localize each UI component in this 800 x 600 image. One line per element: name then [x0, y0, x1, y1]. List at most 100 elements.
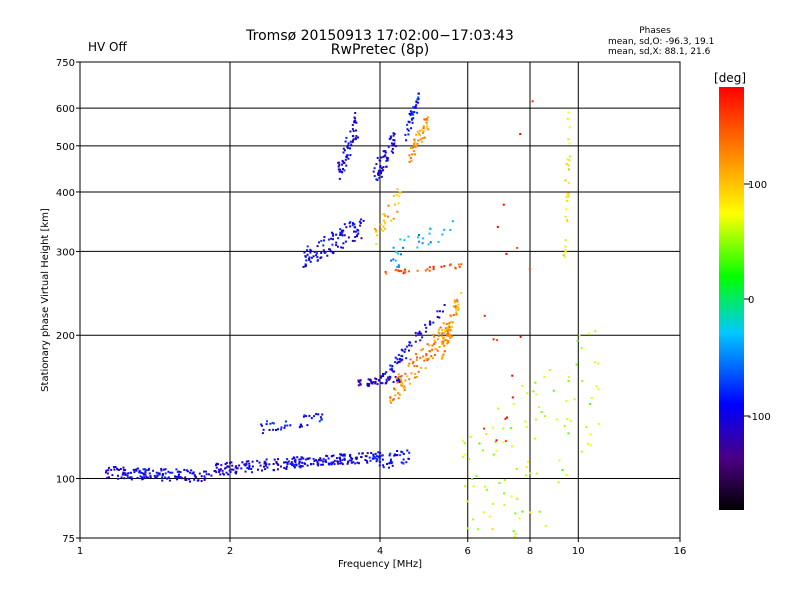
- data-point: [414, 376, 416, 379]
- data-point: [263, 462, 266, 465]
- data-point: [502, 441, 505, 444]
- data-point: [293, 464, 296, 467]
- data-point: [405, 461, 408, 464]
- data-point: [305, 415, 308, 418]
- data-point: [446, 328, 448, 330]
- data-point: [398, 266, 400, 268]
- data-point: [394, 203, 396, 206]
- data-point: [235, 470, 238, 473]
- data-point: [416, 130, 419, 133]
- data-point: [425, 357, 428, 360]
- data-point: [215, 463, 218, 466]
- data-point: [562, 254, 565, 257]
- data-point: [155, 475, 158, 478]
- data-point: [160, 469, 163, 472]
- data-point: [342, 453, 345, 456]
- data-point: [565, 163, 568, 165]
- data-point: [437, 241, 440, 243]
- data-point: [320, 459, 323, 462]
- data-point: [169, 471, 172, 474]
- data-point: [395, 268, 398, 271]
- data-point: [221, 472, 224, 475]
- data-point: [404, 133, 407, 136]
- data-point: [407, 458, 410, 460]
- data-point: [238, 464, 241, 467]
- axis-ticks: 1 2 4 6 8 10 16 75 100 200 300 400 500 600 750: [56, 58, 686, 557]
- data-point: [285, 465, 288, 468]
- data-point: [153, 474, 156, 477]
- data-point: [426, 343, 429, 346]
- data-point: [566, 158, 569, 161]
- data-point: [445, 339, 448, 342]
- data-point: [426, 359, 429, 362]
- data-point: [344, 240, 347, 243]
- data-point: [394, 394, 397, 397]
- data-point: [167, 476, 170, 479]
- data-point: [417, 332, 420, 335]
- data-point: [308, 259, 311, 261]
- data-point: [261, 424, 263, 427]
- data-point: [434, 341, 437, 344]
- data-point: [410, 372, 413, 375]
- data-point: [204, 477, 207, 480]
- data-point: [191, 472, 194, 475]
- data-point: [447, 328, 450, 331]
- data-point: [283, 426, 286, 429]
- data-point: [247, 467, 250, 470]
- data-point: [432, 268, 435, 271]
- data-point: [375, 229, 378, 232]
- data-point: [537, 406, 540, 409]
- data-point: [483, 427, 485, 430]
- data-point: [393, 139, 396, 142]
- data-point: [264, 464, 267, 467]
- data-point: [118, 468, 121, 471]
- data-point: [230, 461, 233, 464]
- y-tick-label: 600: [56, 104, 75, 115]
- data-point: [414, 331, 417, 334]
- data-point: [124, 473, 127, 476]
- data-point: [328, 463, 331, 465]
- data-point: [390, 401, 392, 404]
- data-point: [506, 416, 508, 419]
- data-point: [394, 361, 397, 364]
- data-point: [266, 466, 269, 469]
- data-point: [408, 451, 411, 454]
- data-point: [122, 468, 125, 471]
- data-point: [241, 461, 244, 464]
- data-point: [380, 228, 383, 231]
- data-point: [349, 225, 352, 228]
- data-point: [521, 384, 524, 387]
- data-point: [369, 459, 372, 462]
- data-point: [382, 219, 385, 222]
- data-point: [218, 471, 221, 473]
- data-point: [531, 100, 534, 103]
- data-point: [319, 457, 322, 460]
- data-point: [130, 476, 133, 479]
- data-point: [382, 213, 385, 216]
- data-point: [355, 458, 358, 461]
- data-point: [447, 341, 450, 344]
- data-point: [390, 150, 393, 153]
- data-point: [426, 268, 429, 271]
- data-point: [456, 298, 458, 301]
- data-point: [418, 134, 421, 136]
- data-point: [308, 457, 311, 460]
- data-point: [357, 229, 360, 232]
- data-point: [395, 194, 398, 196]
- data-point: [323, 239, 325, 242]
- data-point: [402, 458, 405, 461]
- data-point: [184, 476, 187, 479]
- data-point: [142, 477, 145, 480]
- data-point: [248, 462, 251, 465]
- data-point: [446, 333, 449, 336]
- data-point: [378, 457, 381, 460]
- data-point: [340, 233, 343, 235]
- data-point: [492, 502, 494, 505]
- data-point: [354, 456, 357, 459]
- data-point: [286, 424, 289, 427]
- y-tick-label: 400: [56, 188, 75, 199]
- data-point: [382, 150, 385, 153]
- data-point: [380, 170, 383, 173]
- data-point: [427, 116, 429, 119]
- data-point: [377, 174, 380, 176]
